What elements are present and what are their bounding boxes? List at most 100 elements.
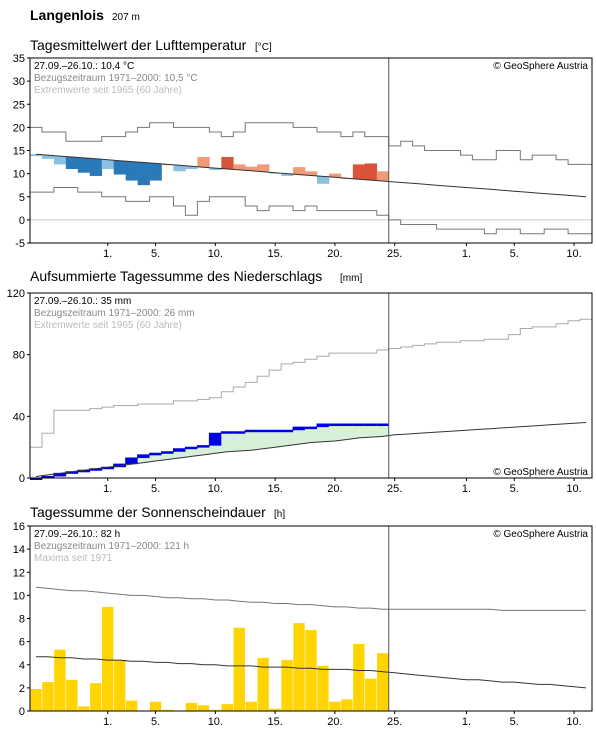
sunshine-climate-mean-line [36,656,587,689]
temperature-anomaly-bar [209,168,222,170]
station-name: Langenlois [30,7,104,23]
temperature-frame [29,57,593,244]
precipitation-daily-increment-bar [137,454,150,458]
sunshine-x-tick-label: 5. [151,716,160,728]
temperature-anomaly-bar [101,159,115,169]
precipitation-observed-line [30,423,389,479]
precipitation-daily-increment-bar [257,430,270,433]
temperature-anomaly-bar [281,173,294,176]
sunshine-daily-bar [257,657,269,711]
temperature-anomaly-bar [185,166,198,169]
sunshine-y-tick-label: 0 [19,706,25,718]
precipitation-climate-mean-line [35,422,587,477]
precipitation-daily-increment-bar [185,447,198,450]
temperature-anomaly-bar [257,164,270,172]
precipitation-frame [29,292,593,479]
sunshine-daily-bar [365,678,377,711]
temperature-y-tick-label: -5 [15,238,25,250]
precipitation-x-tick-label: 10. [208,483,223,495]
precipitation-x-tick-label: 20. [327,483,342,495]
precipitation-surplus-fill [197,445,210,455]
sunshine-y-tick-label: 4 [19,660,25,672]
sunshine-daily-bar [114,660,126,711]
sunshine-daily-bar [341,699,353,711]
temperature-anomaly-bar [30,154,43,157]
sunshine-y-tick-label: 12 [13,567,25,579]
precipitation-surplus-fill [137,454,150,463]
precipitation-y-tick-label: 40 [13,411,25,423]
sunshine-y-tick-label: 2 [19,683,25,695]
precipitation-surplus-fill [173,448,186,458]
precipitation-surplus-fill [352,424,366,438]
temperature-y-tick-label: 35 [13,53,25,65]
temperature-anomaly-bar [364,163,378,181]
precipitation-daily-increment-bar [352,424,366,427]
sunshine-daily-bar [42,682,54,711]
temperature-y-tick-label: 30 [13,76,25,88]
precipitation-daily-increment-bar [173,448,186,452]
precipitation-record-max-line [30,318,592,448]
sunshine-daily-bar [149,701,162,711]
sunshine-y-tick-label: 14 [13,544,25,556]
precipitation-surplus-fill [305,427,318,443]
temperature-y-tick-label: 20 [13,122,25,134]
sunshine-x-tick-label: 5. [510,716,519,728]
precipitation-legend-line: Bezugszeitraum 1971–2000: 26 mm [34,308,195,319]
sunshine-x-tick-label: 1. [462,716,471,728]
precipitation-deficit-fill [41,474,55,477]
chart-precipitation-title: Aufsummierte Tagessumme des Niederschlag… [30,268,322,284]
temperature-anomaly-bar [113,160,126,175]
temperature-x-tick-label: 1. [462,248,471,260]
temperature-y-tick-label: 25 [13,99,25,111]
temperature-anomaly-bar [293,167,306,175]
precipitation-daily-increment-bar [364,424,378,427]
precipitation-surplus-fill [281,430,294,446]
sunshine-daily-bar [102,606,114,711]
sunshine-daily-bar [209,709,222,711]
temperature-anomaly-bar [41,155,55,159]
precipitation-x-tick-label: 25. [387,483,402,495]
temperature-legend-line: Bezugszeitraum 1971–2000: 10,5 °C [34,73,198,84]
chart-temperature-unit: [°C] [255,42,272,53]
temperature-legend-line: 27.09.–26.10.: 10,4 °C [34,61,134,72]
temperature-anomaly-bar [233,164,246,170]
precipitation-surplus-fill [245,430,258,451]
precipitation-surplus-fill [364,424,378,438]
precipitation-daily-increment-bar [197,445,210,448]
precipitation-surplus-fill [161,451,174,460]
sunshine-daily-bar [329,701,341,711]
temperature-record-min-line [30,187,592,235]
sunshine-legend-line: Bezugszeitraum 1971–2000: 121 h [34,541,189,552]
precipitation-surplus-fill [221,431,234,452]
precipitation-daily-increment-bar [305,427,318,430]
temperature-x-tick-label: 5. [151,248,160,260]
precipitation-surplus-fill [269,430,282,448]
precipitation-deficit-fill [30,476,43,478]
precipitation-daily-increment-bar [53,473,67,477]
temperature-legend-line: Extremwerte seit 1965 (60 Jahre) [34,85,182,96]
precipitation-surplus-fill [376,424,390,437]
sunshine-daily-bar [90,683,102,711]
temperature-copyright: © GeoSphere Austria [493,61,588,72]
temperature-x-tick-label: 15. [267,248,282,260]
precipitation-legend-line: Extremwerte seit 1965 (60 Jahre) [34,320,182,331]
precipitation-daily-increment-bar [209,433,222,446]
precipitation-daily-increment-bar [41,476,55,479]
precipitation-daily-increment-bar [101,467,115,470]
precipitation-daily-increment-bar [125,457,138,465]
temperature-x-tick-label: 5. [510,248,519,260]
precipitation-daily-increment-bar [221,431,234,434]
precipitation-plot-area [30,293,592,478]
temperature-anomaly-bar [65,156,79,169]
precipitation-x-tick-label: 5. [510,483,519,495]
sunshine-record-max-line [35,586,586,611]
sunshine-daily-bar [305,630,317,711]
sunshine-daily-bar [161,709,174,711]
precipitation-surplus-fill [185,447,198,457]
precipitation-daily-increment-bar [65,471,79,474]
precipitation-y-tick-label: 120 [7,288,25,300]
precipitation-x-tick-label: 1. [462,483,471,495]
temperature-anomaly-bar [53,156,67,165]
sunshine-legend-line: Maxima seit 1971 [34,553,113,564]
